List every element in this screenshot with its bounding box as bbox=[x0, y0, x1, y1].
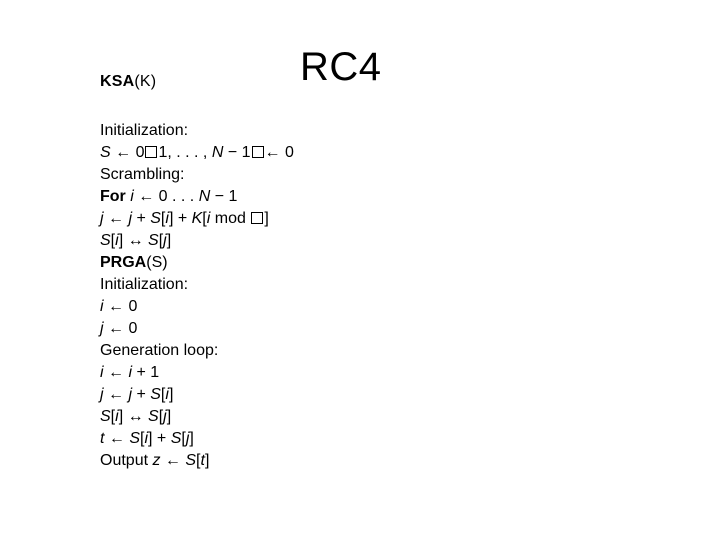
txt: ] bbox=[167, 232, 171, 249]
var-S: S bbox=[100, 408, 111, 425]
var-S: S bbox=[100, 144, 111, 161]
slide: KSA(K) RC4 Initialization: S ← 0 1, . . .… bbox=[0, 0, 720, 540]
txt: ] bbox=[169, 386, 173, 403]
var-N: N bbox=[199, 188, 211, 205]
line-j0: j ← 0 bbox=[100, 318, 294, 340]
txt: + bbox=[132, 386, 150, 403]
line-scrambling: Scrambling: bbox=[100, 164, 294, 186]
var-S: S bbox=[150, 210, 161, 227]
txt: + 1 bbox=[132, 364, 159, 381]
txt: 1, . . . , bbox=[158, 144, 211, 161]
txt: ] ↔ bbox=[119, 408, 148, 425]
line-i-inc: i ← i + 1 bbox=[100, 362, 294, 384]
var-S: S bbox=[171, 430, 182, 447]
line-output: Output z ← S[t] bbox=[100, 450, 294, 472]
txt: ← bbox=[104, 430, 129, 447]
line-init2: Initialization: bbox=[100, 274, 294, 296]
var-S: S bbox=[148, 232, 159, 249]
line-t: t ← S[i] + S[j] bbox=[100, 428, 294, 450]
txt: + bbox=[132, 210, 150, 227]
line-swap2: S[i] ↔ S[j] bbox=[100, 406, 294, 428]
txt: − 1 bbox=[223, 144, 250, 161]
var-S: S bbox=[100, 232, 111, 249]
line-prga: PRGA(S) bbox=[100, 252, 294, 274]
txt: ] ↔ bbox=[119, 232, 148, 249]
txt: ← bbox=[104, 364, 129, 381]
txt: ← bbox=[104, 386, 129, 403]
txt: ] + bbox=[148, 430, 171, 447]
var-S: S bbox=[185, 452, 196, 469]
var-S: S bbox=[150, 386, 161, 403]
slide-title: RC4 bbox=[300, 45, 382, 90]
txt: ] + bbox=[169, 210, 192, 227]
txt: ← 0 bbox=[104, 320, 138, 337]
algorithm-body: Initialization: S ← 0 1, . . . , N − 1 ← 0… bbox=[100, 120, 294, 472]
line-for: For i ← 0 . . . N − 1 bbox=[100, 186, 294, 208]
txt: mod bbox=[210, 210, 250, 227]
txt: ← bbox=[160, 452, 185, 469]
line-swap: S[i] ↔ S[j] bbox=[100, 230, 294, 252]
txt: − 1 bbox=[210, 188, 237, 205]
var-K: K bbox=[192, 210, 203, 227]
kw-for: For bbox=[100, 188, 130, 205]
txt: ← 0 bbox=[104, 298, 138, 315]
txt: ] bbox=[264, 210, 268, 227]
txt: ] bbox=[167, 408, 171, 425]
line-j-update: j ← j + S[i] + K[i mod ] bbox=[100, 208, 294, 230]
missing-glyph-icon bbox=[251, 212, 263, 224]
line-i0: i ← 0 bbox=[100, 296, 294, 318]
txt: ← 0 bbox=[111, 144, 145, 161]
var-N: N bbox=[212, 144, 224, 161]
ksa-args: (K) bbox=[134, 73, 156, 90]
line-genloop: Generation loop: bbox=[100, 340, 294, 362]
missing-glyph-icon bbox=[252, 146, 264, 158]
txt: ← 0 . . . bbox=[134, 188, 199, 205]
ksa-heading: KSA(K) bbox=[100, 73, 156, 91]
var-S: S bbox=[148, 408, 159, 425]
txt: ← 0 bbox=[265, 144, 294, 161]
missing-glyph-icon bbox=[145, 146, 157, 158]
prga-bold: PRGA bbox=[100, 254, 146, 271]
line-j-inc: j ← j + S[i] bbox=[100, 384, 294, 406]
line-s-init: S ← 0 1, . . . , N − 1 ← 0 bbox=[100, 142, 294, 164]
prga-args: (S) bbox=[146, 254, 167, 271]
ksa-bold: KSA bbox=[100, 73, 134, 90]
txt: Output bbox=[100, 452, 152, 469]
var-S: S bbox=[129, 430, 140, 447]
line-init: Initialization: bbox=[100, 120, 294, 142]
txt: ] bbox=[205, 452, 209, 469]
txt: ] bbox=[189, 430, 193, 447]
txt: ← bbox=[104, 210, 129, 227]
